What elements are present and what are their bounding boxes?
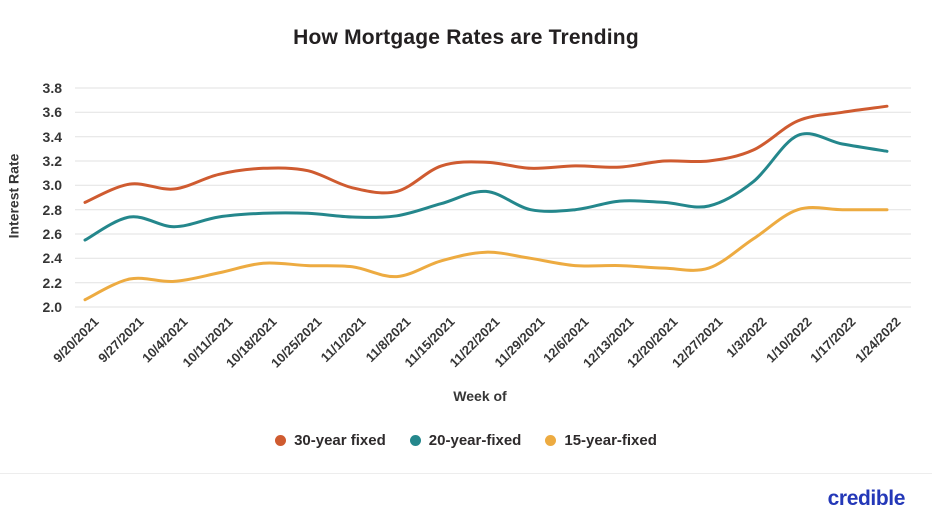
footer-divider	[0, 473, 932, 474]
legend-item: 20-year-fixed	[409, 432, 522, 449]
series-line-15-year-fixed	[83, 206, 889, 302]
credible-logo: credible	[827, 487, 906, 510]
legend: 30-year fixed 20-year-fixed 15-year-fixed	[0, 432, 932, 449]
x-tick-label: 1/17/2022	[807, 314, 860, 366]
y-tick-label: 2.4	[42, 250, 62, 267]
legend-label: 30-year fixed	[294, 432, 386, 449]
legend-dot-icon	[275, 435, 287, 446]
y-tick-label: 2.0	[42, 299, 62, 315]
legend-label: 20-year-fixed	[428, 432, 522, 449]
legend-label: 15-year-fixed	[564, 432, 657, 449]
plot-area	[75, 87, 911, 308]
legend-dot-icon	[409, 435, 421, 446]
series-line-20-year-fixed	[83, 132, 889, 242]
y-tick-label: 3.4	[42, 128, 62, 145]
y-tick-label: 3.2	[42, 153, 62, 169]
x-tick-label: 11/1/2021	[317, 314, 369, 366]
legend-dot-icon	[545, 435, 557, 446]
series-line-30-year-fixed	[83, 104, 889, 204]
x-tick-label: 1/10/2022	[762, 314, 815, 366]
x-tick-label: 9/27/2021	[94, 314, 147, 366]
legend-item: 30-year fixed	[275, 432, 386, 449]
x-tick-label: 9/20/2021	[50, 314, 102, 366]
y-tick-label: 3.0	[42, 177, 62, 194]
x-axis-title: Week of	[453, 388, 507, 404]
x-tick-label: 1/24/2022	[852, 314, 904, 366]
y-tick-label: 2.2	[42, 274, 62, 291]
y-tick-label: 3.6	[42, 104, 62, 121]
y-tick-label: 2.8	[42, 201, 62, 218]
y-tick-label: 2.6	[42, 226, 62, 242]
legend-item: 15-year-fixed	[545, 432, 657, 449]
y-tick-label: 3.8	[42, 80, 62, 96]
chart-title: How Mortgage Rates are Trending	[293, 26, 639, 49]
